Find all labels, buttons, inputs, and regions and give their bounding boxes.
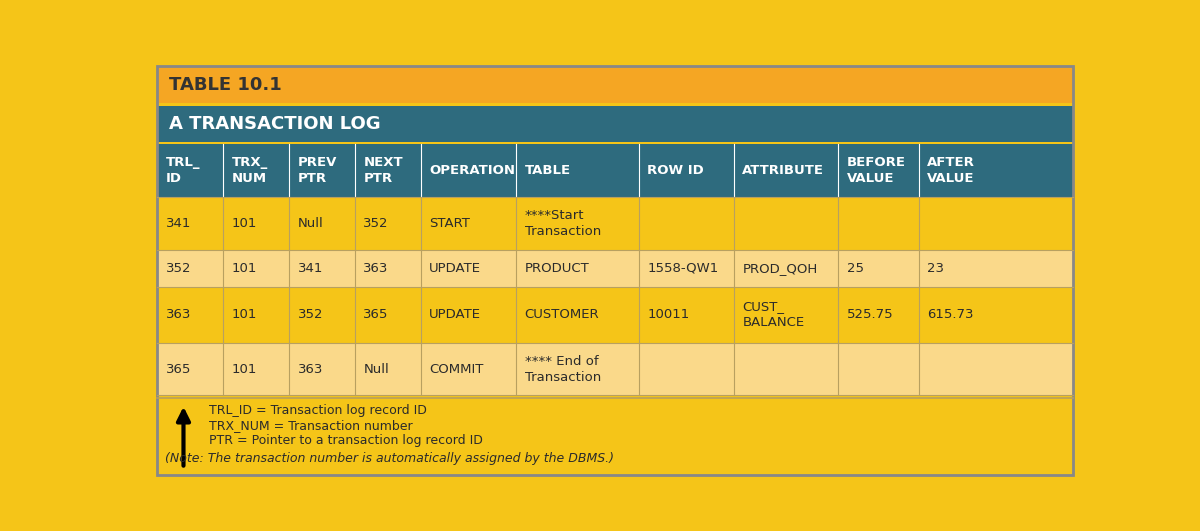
Text: (Note: The transaction number is automatically assigned by the DBMS.): (Note: The transaction number is automat… <box>164 452 614 465</box>
Text: ROW ID: ROW ID <box>647 164 704 177</box>
Text: Null: Null <box>364 363 389 375</box>
Text: TABLE 10.1: TABLE 10.1 <box>168 75 281 93</box>
Text: PREV
PTR: PREV PTR <box>298 156 337 185</box>
Text: UPDATE: UPDATE <box>430 309 481 321</box>
Bar <box>157 343 1073 395</box>
Text: A TRANSACTION LOG: A TRANSACTION LOG <box>168 115 380 133</box>
Text: TRX_NUM = Transaction number: TRX_NUM = Transaction number <box>209 419 413 432</box>
Text: TRX_
NUM: TRX_ NUM <box>232 156 268 185</box>
Text: 10011: 10011 <box>647 309 690 321</box>
Text: COMMIT: COMMIT <box>430 363 484 375</box>
Text: 363: 363 <box>298 363 323 375</box>
Text: 365: 365 <box>364 309 389 321</box>
Text: PRODUCT: PRODUCT <box>524 262 589 275</box>
Text: 341: 341 <box>298 262 323 275</box>
Bar <box>157 66 1073 104</box>
Text: 352: 352 <box>364 217 389 230</box>
Text: 352: 352 <box>298 309 323 321</box>
Text: 101: 101 <box>232 217 257 230</box>
Text: 101: 101 <box>232 309 257 321</box>
Text: ****Start
Transaction: ****Start Transaction <box>524 209 601 238</box>
Text: 1558-QW1: 1558-QW1 <box>647 262 719 275</box>
Text: OPERATION: OPERATION <box>430 164 515 177</box>
Text: TRL_
ID: TRL_ ID <box>166 156 200 185</box>
Text: 341: 341 <box>166 217 191 230</box>
Text: TABLE: TABLE <box>524 164 571 177</box>
Text: NEXT
PTR: NEXT PTR <box>364 156 403 185</box>
Text: PTR = Pointer to a transaction log record ID: PTR = Pointer to a transaction log recor… <box>209 434 482 447</box>
Text: 352: 352 <box>166 262 191 275</box>
Bar <box>157 144 1073 198</box>
Text: START: START <box>430 217 470 230</box>
Text: 615.73: 615.73 <box>928 309 973 321</box>
Text: CUSTOMER: CUSTOMER <box>524 309 599 321</box>
Text: UPDATE: UPDATE <box>430 262 481 275</box>
Bar <box>157 106 1073 142</box>
Text: Null: Null <box>298 217 323 230</box>
Text: PROD_QOH: PROD_QOH <box>743 262 817 275</box>
Text: AFTER
VALUE: AFTER VALUE <box>928 156 976 185</box>
Bar <box>157 250 1073 287</box>
Text: 101: 101 <box>232 363 257 375</box>
Text: **** End of
Transaction: **** End of Transaction <box>524 355 601 383</box>
Text: 363: 363 <box>166 309 191 321</box>
Text: 365: 365 <box>166 363 191 375</box>
Bar <box>157 287 1073 343</box>
Text: CUST_
BALANCE: CUST_ BALANCE <box>743 300 804 329</box>
Text: ATTRIBUTE: ATTRIBUTE <box>743 164 824 177</box>
Text: 525.75: 525.75 <box>847 309 893 321</box>
Text: 363: 363 <box>364 262 389 275</box>
Bar <box>157 398 1073 475</box>
Text: 101: 101 <box>232 262 257 275</box>
Bar <box>157 198 1073 250</box>
Text: BEFORE
VALUE: BEFORE VALUE <box>847 156 906 185</box>
Text: 23: 23 <box>928 262 944 275</box>
Text: TRL_ID = Transaction log record ID: TRL_ID = Transaction log record ID <box>209 404 426 417</box>
Text: 25: 25 <box>847 262 864 275</box>
